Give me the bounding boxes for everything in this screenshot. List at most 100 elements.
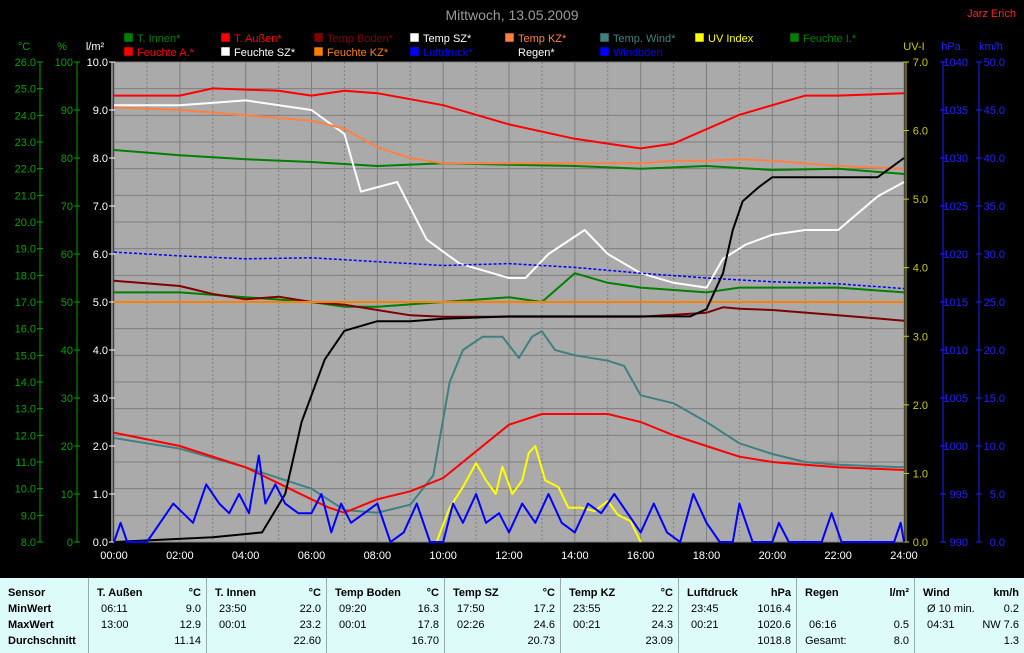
x-tick-label: 20:00 — [759, 550, 787, 562]
stats-title: T. Innen — [215, 587, 256, 599]
tick-label-wind: 35.0 — [984, 201, 1005, 213]
legend-swatch — [504, 32, 515, 43]
tick-label-percent: 40 — [61, 345, 73, 357]
stats-column: Luftdruck hPa 23:45 1016.4 00:21 1020.6 1018.8 — [678, 578, 797, 653]
series-line-6 — [113, 413, 905, 514]
tick-label-temp: 15.0 — [15, 350, 36, 362]
tick-label-temp: 8.0 — [21, 537, 36, 549]
legend-label: Feuchte A.* — [137, 47, 195, 59]
tick-label-percent: 60 — [61, 249, 73, 261]
tick-label-temp: 14.0 — [15, 377, 36, 389]
stats-min-time: 09:20 — [339, 603, 367, 615]
legend-swatch — [694, 32, 705, 43]
legend-swatch — [789, 32, 800, 43]
stats-column: T. Außen °C 06:11 9.0 13:00 12.9 11.14 — [88, 578, 207, 653]
stats-row-label: MinWert — [8, 603, 52, 615]
stats-title: Temp KZ — [569, 587, 616, 599]
stats-min: 16.3 — [417, 603, 439, 615]
tick-label-wind: 15.0 — [984, 393, 1005, 405]
stats-max-time: 00:21 — [691, 619, 719, 631]
legend-swatch — [409, 46, 420, 57]
series-line-5 — [113, 330, 905, 514]
tick-label-percent: 0 — [67, 537, 73, 549]
x-tick-label: 24:00 — [890, 550, 918, 562]
legend-label: Feuchte KZ* — [327, 47, 389, 59]
tick-label-wind: 30.0 — [984, 249, 1005, 261]
stats-min: 9.0 — [185, 603, 201, 615]
tick-label-percent: 80 — [61, 153, 73, 165]
chart-legend: T. Innen* Feuchte A.* T. Außen* Feuchte SZ*… — [123, 32, 857, 59]
legend-swatch — [504, 46, 515, 57]
unit-label-uv: UV-I — [903, 41, 924, 53]
tick-label-temp: 24.0 — [15, 110, 36, 122]
tick-label-temp: 11.0 — [15, 457, 36, 469]
series-line-3 — [113, 106, 905, 170]
stats-unit: km/h — [993, 587, 1019, 599]
tick-label-pressure: 1025 — [944, 201, 968, 213]
tick-label-pressure: 1020 — [944, 249, 968, 261]
legend-label: T. Innen* — [137, 33, 181, 45]
tick-label-temp: 10.0 — [15, 484, 36, 496]
tick-label-uv: 7.0 — [913, 57, 928, 69]
stats-avg: 1018.8 — [757, 635, 791, 647]
stats-max: NW 7.6 — [982, 619, 1019, 631]
stats-max: 17.8 — [417, 619, 439, 631]
stats-title: Luftdruck — [687, 587, 738, 599]
legend-label: T. Außen* — [234, 33, 282, 45]
unit-label-percent: % — [57, 41, 67, 53]
stats-max: 1020.6 — [757, 619, 791, 631]
x-tick-label: 10:00 — [429, 550, 457, 562]
tick-label-temp: 22.0 — [15, 164, 36, 176]
legend-label: Regen* — [518, 47, 555, 59]
stats-avg: 11.14 — [174, 635, 201, 647]
tick-label-uv: 0.0 — [913, 537, 928, 549]
legend-swatch — [409, 32, 420, 43]
stats-row-label: MaxWert — [8, 619, 54, 631]
series-line-1 — [113, 149, 905, 175]
unit-label-rain: l/m² — [86, 41, 105, 53]
stats-avg: 20.73 — [527, 635, 555, 647]
tick-label-uv: 4.0 — [913, 263, 928, 275]
stats-min-time: 23:50 — [219, 603, 247, 615]
unit-label-temp: °C — [18, 41, 30, 53]
stats-min-time: Ø 10 min. — [927, 603, 975, 615]
stats-max: 23.2 — [299, 619, 321, 631]
tick-label-percent: 70 — [61, 201, 73, 213]
stats-min-time: 23:45 — [691, 603, 719, 615]
tick-label-rain: 5.0 — [93, 297, 108, 309]
legend-swatch — [123, 32, 134, 43]
x-tick-label: 16:00 — [627, 550, 655, 562]
x-tick-label: 02:00 — [166, 550, 194, 562]
stats-max-time: 00:01 — [219, 619, 247, 631]
author-label: Jarz Erich — [967, 8, 1016, 20]
stats-unit: °C — [188, 587, 201, 599]
stats-title: Temp Boden — [335, 587, 401, 599]
stats-unit: hPa — [770, 587, 791, 599]
chart-series — [113, 87, 905, 543]
x-tick-label: 12:00 — [495, 550, 523, 562]
stats-min: 0.2 — [1003, 603, 1019, 615]
tick-label-pressure: 1010 — [944, 345, 968, 357]
stats-avg: 22.60 — [293, 635, 321, 647]
x-tick-label: 22:00 — [824, 550, 852, 562]
stats-min: 22.2 — [651, 603, 673, 615]
stats-column: Regen l/m² 06:16 0.5 Gesamt: 8.0 — [796, 578, 915, 653]
tick-label-temp: 20.0 — [15, 217, 36, 229]
tick-label-temp: 9.0 — [21, 510, 36, 522]
tick-label-wind: 20.0 — [984, 345, 1005, 357]
legend-swatch — [220, 46, 231, 57]
stats-unit: °C — [426, 587, 439, 599]
x-tick-label: 08:00 — [364, 550, 392, 562]
stats-column: Temp KZ °C 23:55 22.2 00:21 24.3 23.09 — [560, 578, 679, 653]
tick-label-uv: 3.0 — [913, 331, 928, 343]
legend-label: Luftdruck* — [423, 47, 473, 59]
stats-unit: l/m² — [889, 587, 909, 599]
series-line-7 — [113, 279, 905, 322]
stats-avg: 8.0 — [893, 635, 909, 647]
tick-label-uv: 1.0 — [913, 468, 928, 480]
stats-max-time: 06:16 — [809, 619, 837, 631]
stats-column: Temp Boden °C 09:20 16.3 00:01 17.8 16.70 — [326, 578, 445, 653]
y-axes: 26.0 25.0 24.0 23.0 22.0 21.0 20.0 19.0 18.0 17.0… — [15, 57, 1005, 549]
stats-max: 24.3 — [651, 619, 673, 631]
stats-max-time: 00:21 — [573, 619, 601, 631]
